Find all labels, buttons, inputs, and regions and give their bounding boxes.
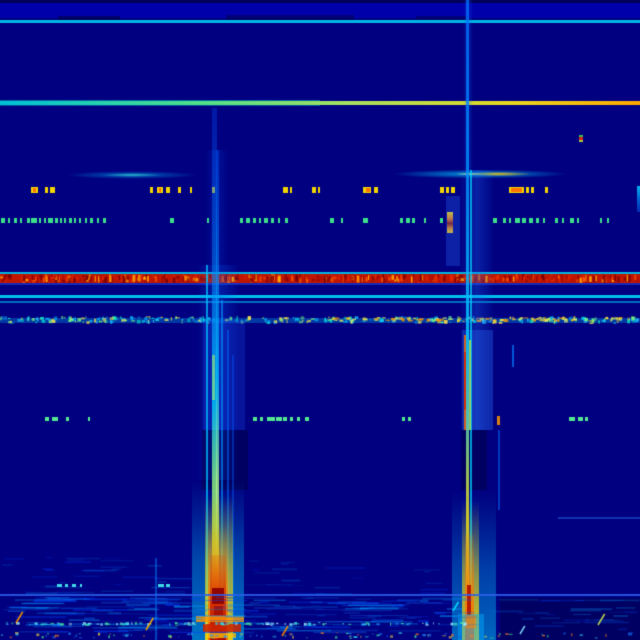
waterfall-spectrogram: [0, 0, 640, 640]
spectrogram-heatmap: [0, 0, 640, 640]
